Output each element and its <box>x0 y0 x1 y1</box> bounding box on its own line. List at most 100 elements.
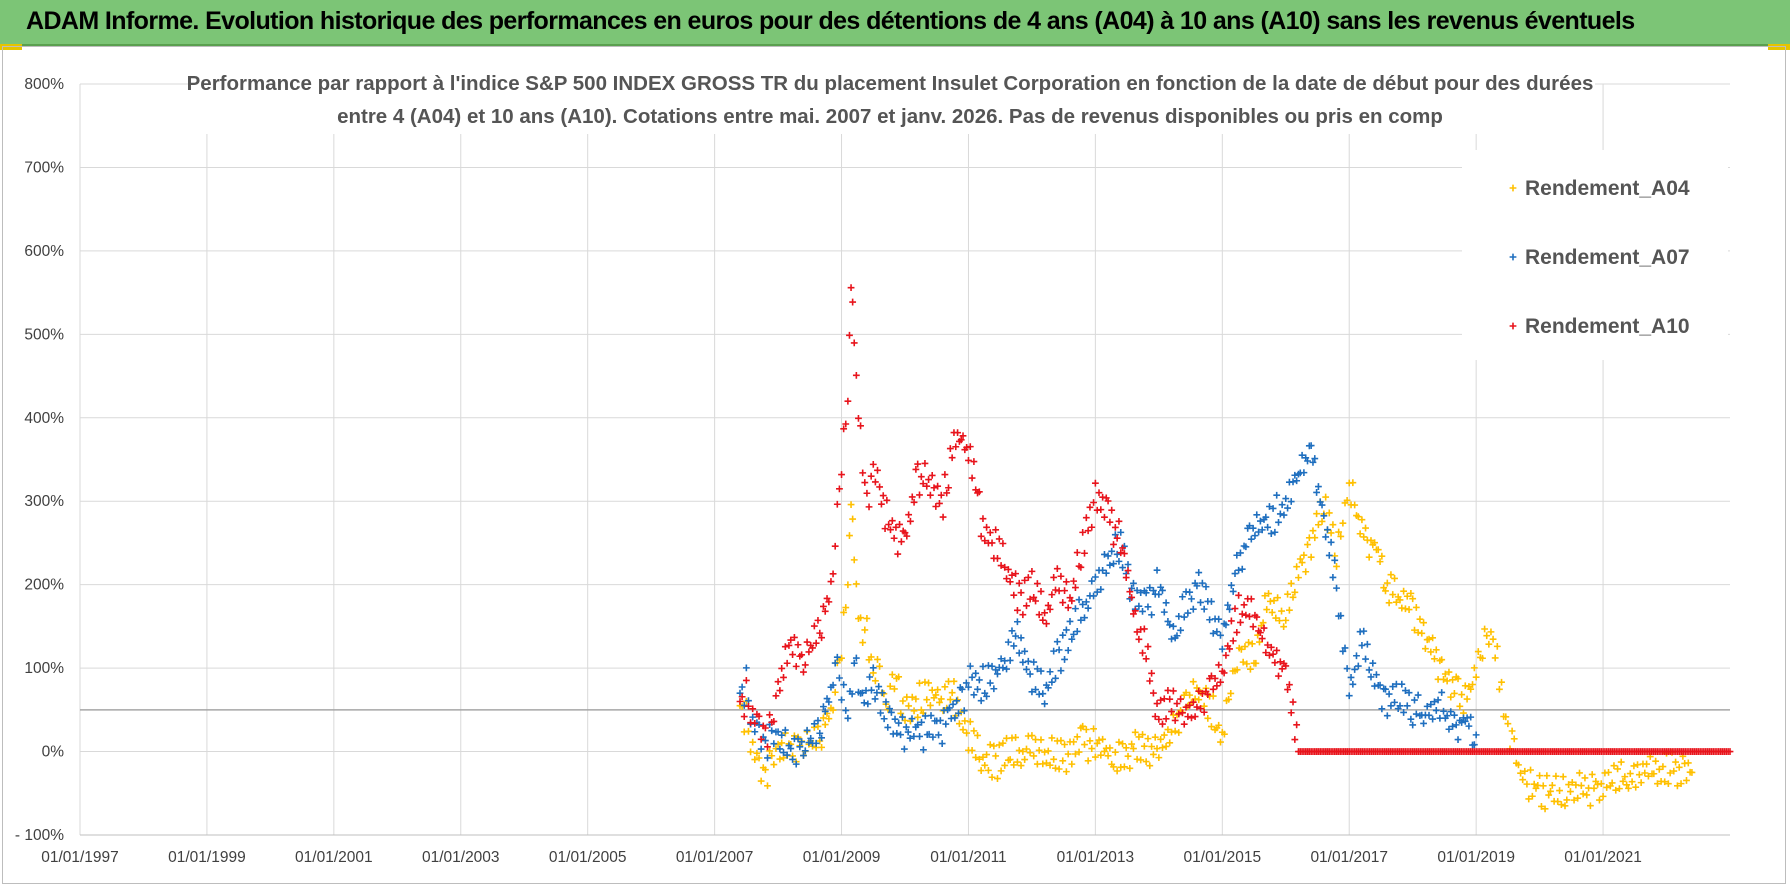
data-point <box>888 671 896 678</box>
data-point <box>787 636 795 644</box>
data-point <box>1402 605 1409 613</box>
data-point <box>1068 760 1076 768</box>
data-point <box>1465 722 1473 730</box>
data-point <box>1353 652 1360 660</box>
data-point <box>1287 709 1295 717</box>
data-point <box>1160 608 1168 616</box>
x-tick-label: 01/01/2001 <box>295 849 373 866</box>
data-point <box>903 532 911 540</box>
data-point <box>1554 798 1562 805</box>
data-point <box>1280 623 1288 631</box>
data-point <box>1295 574 1302 582</box>
data-point <box>1168 635 1175 643</box>
data-point <box>778 664 786 672</box>
data-point <box>1282 495 1290 503</box>
data-point <box>1189 698 1197 706</box>
data-point <box>966 662 974 670</box>
data-point <box>1650 770 1658 778</box>
series-rendement-a07 <box>736 442 1480 768</box>
data-point <box>1238 610 1246 618</box>
data-point <box>1241 643 1249 650</box>
data-point <box>981 761 989 769</box>
data-point <box>1608 779 1616 787</box>
data-point <box>999 540 1007 547</box>
data-point <box>751 756 759 763</box>
data-point <box>975 755 983 763</box>
data-point <box>1445 668 1453 676</box>
data-point <box>740 713 748 720</box>
data-point <box>932 503 940 510</box>
data-point <box>1014 618 1021 626</box>
data-point <box>1262 649 1270 657</box>
data-point <box>1081 549 1088 557</box>
data-point <box>1570 796 1578 804</box>
data-point <box>914 713 922 721</box>
data-point <box>941 683 949 691</box>
data-point <box>810 720 818 728</box>
y-tick-label: 0% <box>42 744 65 761</box>
data-point <box>1090 592 1097 600</box>
data-point <box>997 562 1005 569</box>
data-point <box>1309 527 1317 535</box>
data-point <box>1493 642 1501 650</box>
data-point <box>904 728 912 736</box>
data-point <box>1541 805 1549 813</box>
data-point <box>1008 571 1016 579</box>
data-point <box>1362 655 1369 663</box>
data-point <box>846 532 853 539</box>
data-point <box>1193 582 1201 590</box>
data-point <box>818 634 825 642</box>
data-point <box>761 737 769 744</box>
data-point <box>948 454 956 462</box>
data-point <box>1061 587 1068 595</box>
data-point <box>1101 551 1108 558</box>
data-point <box>821 708 829 715</box>
data-point <box>1275 672 1282 680</box>
data-point <box>850 556 858 564</box>
data-point <box>1017 589 1025 597</box>
data-point <box>1300 551 1308 559</box>
data-point <box>1229 588 1237 595</box>
data-point <box>1273 647 1281 654</box>
data-point <box>912 465 920 473</box>
data-point <box>875 683 883 690</box>
data-point <box>1061 741 1068 748</box>
data-point <box>1175 729 1183 736</box>
data-point <box>1489 635 1497 643</box>
data-point <box>1632 783 1640 791</box>
legend-label: Rendement_A07 <box>1525 246 1690 269</box>
data-point <box>1193 703 1201 711</box>
data-point <box>778 731 786 739</box>
data-point <box>1231 605 1239 613</box>
data-point <box>1142 758 1150 765</box>
data-point <box>800 752 807 759</box>
data-point <box>1195 696 1203 704</box>
data-point <box>861 479 869 486</box>
data-point <box>1635 771 1643 779</box>
data-point <box>1211 675 1219 682</box>
data-point <box>1231 570 1239 577</box>
data-point <box>800 668 807 676</box>
data-point <box>1347 674 1355 681</box>
data-point <box>1577 782 1585 790</box>
data-point <box>992 666 1000 674</box>
data-point <box>925 476 932 483</box>
data-point <box>1017 762 1025 769</box>
data-point <box>1258 635 1266 642</box>
data-point <box>1610 762 1618 770</box>
data-point <box>1333 563 1340 570</box>
data-point <box>1398 680 1406 688</box>
data-point <box>1548 781 1556 789</box>
data-point <box>1543 772 1551 780</box>
data-point <box>908 715 916 723</box>
data-point <box>1396 596 1404 604</box>
data-point <box>910 707 918 715</box>
data-point <box>936 499 943 507</box>
data-point <box>1509 322 1517 330</box>
data-point <box>1130 745 1137 752</box>
data-point <box>1139 649 1146 657</box>
data-point <box>1004 638 1012 646</box>
data-point <box>1062 626 1070 634</box>
data-point <box>1655 765 1663 773</box>
data-point <box>1387 702 1395 710</box>
